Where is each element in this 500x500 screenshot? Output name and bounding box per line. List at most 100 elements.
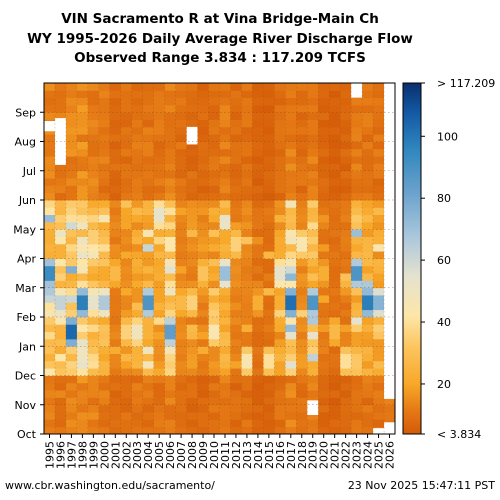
heatmap-cell [208,295,220,303]
heatmap-cell [263,397,275,406]
heatmap-cell [230,134,242,142]
heatmap-cell [87,368,100,376]
heatmap-cell [131,185,144,194]
heatmap-cell [285,382,297,391]
heatmap-cell [208,353,220,362]
heatmap-cell [318,397,330,406]
heatmap-cell [252,397,264,406]
heatmap-cell [186,375,198,384]
heatmap-cell [153,404,166,413]
heatmap-cell [76,83,89,91]
heatmap-cell [109,295,122,303]
missing-data-patch [44,121,55,132]
heatmap-column-2010 [208,83,220,435]
heatmap-cell [230,331,242,340]
heatmap-cell [142,141,155,150]
heatmap-cell [340,207,352,216]
heatmap-cell [98,324,111,333]
heatmap-cell [164,200,177,208]
heatmap-cell [65,404,78,413]
heatmap-cell [44,302,56,311]
heatmap-cell [98,229,111,237]
heatmap-cell [340,353,352,362]
source-url[interactable]: www.cbr.washington.edu/sacramento/ [5,479,215,492]
heatmap-cell [263,346,275,354]
heatmap-cell [44,170,56,179]
heatmap-cell [263,338,275,347]
heatmap-cell [98,375,111,384]
heatmap-cell [252,221,264,230]
heatmap-cell [109,90,122,99]
heatmap-cell [175,280,187,289]
heatmap-cell [230,229,242,237]
heatmap-cell [340,287,352,296]
heatmap-cell [318,265,330,274]
heatmap-cell [219,83,231,91]
heatmap-cell [142,104,155,113]
heatmap-cell [153,419,166,428]
heatmap-cell [329,295,341,303]
heatmap-cell [274,163,286,172]
heatmap-cell [263,104,275,113]
heatmap-cell [87,265,100,274]
heatmap-cell [307,368,319,376]
heatmap-cell [285,280,297,289]
heatmap-cell [329,273,341,281]
heatmap-cell [44,273,56,281]
heatmap-column-2002 [120,83,133,435]
heatmap-cell [219,324,231,333]
heatmap-cell [65,419,78,428]
heatmap-cell [296,258,308,267]
heatmap-cell [241,141,253,150]
heatmap-cell [109,221,122,230]
heatmap-cell [54,214,67,223]
heatmap-cell [219,207,231,216]
heatmap-cell [307,90,319,99]
heatmap-cell [109,390,122,398]
heatmap-cell [318,119,330,128]
heatmap-cell [351,141,363,150]
heatmap-column-2001 [109,83,122,435]
heatmap-cell [219,397,231,406]
heatmap-cell [307,192,319,201]
heatmap-cell [186,419,198,428]
x-tick-label: 2020 [318,441,331,469]
heatmap-cell [263,273,275,281]
heatmap-cell [44,207,56,216]
x-tick-label: 2004 [142,441,155,469]
heatmap-cell [274,426,286,435]
heatmap-cell [142,236,155,245]
heatmap-cell [219,317,231,325]
heatmap-column-2000 [98,83,111,435]
heatmap-cell [44,419,56,428]
heatmap-cell [208,236,220,245]
heatmap-cell [87,97,100,106]
heatmap-cell [76,390,89,398]
heatmap-cell [153,126,166,135]
heatmap-cell [54,258,67,267]
heatmap-cell [329,141,341,150]
heatmap-cell [252,324,264,333]
heatmap-cell [186,163,198,172]
heatmap-cell [285,90,297,99]
heatmap-cell [197,273,209,281]
heatmap-cell [197,412,209,420]
heatmap-cell [175,163,187,172]
heatmap-cell [208,112,220,120]
heatmap-cell [362,141,374,150]
heatmap-cell [340,251,352,259]
heatmap-cell [153,251,166,259]
heatmap-cell [109,83,122,91]
heatmap-cell [329,214,341,223]
heatmap-cell [285,273,297,281]
heatmap-cell [230,251,242,259]
heatmap-cell [351,207,363,216]
heatmap-cell [329,170,341,179]
heatmap-cell [252,156,264,164]
heatmap-cell [285,104,297,113]
heatmap-cell [208,229,220,237]
heatmap-cell [252,295,264,303]
heatmap-cell [296,229,308,237]
heatmap-cell [208,302,220,311]
heatmap-cell [87,302,100,311]
